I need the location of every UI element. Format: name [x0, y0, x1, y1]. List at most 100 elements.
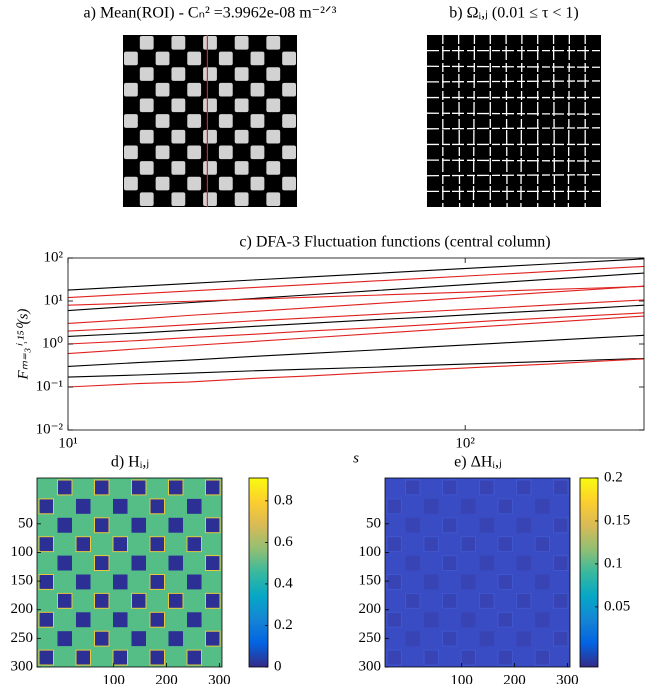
image-square [139, 161, 154, 175]
series-line [68, 285, 644, 325]
image-square [203, 129, 217, 144]
image-square [187, 51, 202, 66]
y-tick-label: 10⁰ [42, 335, 63, 351]
heatmap-cell [553, 479, 569, 496]
colorbar-tick-label: 0.15 [604, 512, 630, 528]
colorbar [248, 477, 269, 668]
heatmap-cell [553, 592, 569, 609]
heatmap-cell [535, 574, 550, 590]
edge-line [457, 34, 461, 208]
series-line [68, 265, 644, 299]
heatmap-cell [186, 536, 202, 553]
heatmap-cell [553, 517, 569, 534]
x-tick-label: 10¹ [58, 435, 78, 451]
heatmap-cell [94, 479, 110, 496]
heatmap-cell [113, 612, 128, 628]
y-tick-label: 10¹ [44, 292, 64, 308]
image-square [234, 129, 249, 144]
heatmap-cell [516, 517, 531, 533]
image-background [427, 35, 601, 207]
heatmap-cell [112, 649, 128, 666]
panel-title: c) DFA-3 Fluctuation functions (central … [239, 234, 550, 251]
heatmap-cell [168, 517, 183, 533]
colorbar-tick-label: 0.2 [274, 617, 293, 633]
image-square [250, 114, 265, 128]
image-square [139, 67, 154, 81]
image-square [124, 82, 138, 97]
heatmap-cell [76, 498, 91, 514]
x-tick-label: 10² [455, 435, 475, 451]
y-tick-label: 200 [11, 601, 34, 617]
series-line [68, 285, 644, 306]
edge-line [520, 34, 523, 208]
heatmap-cell [168, 555, 183, 571]
heatmap-cell [423, 649, 439, 666]
heatmap-cell [38, 536, 54, 553]
heatmap-cell [57, 631, 72, 647]
edge-line [426, 127, 602, 130]
colorbar-tick-label: 0.6 [274, 534, 293, 550]
image-square [266, 161, 281, 175]
heatmap-cell [168, 479, 184, 496]
x-tick-label: 200 [155, 672, 178, 684]
heatmap-cell [149, 498, 165, 515]
image-square [234, 192, 249, 206]
heatmap-cell [76, 574, 91, 590]
heatmap-image [385, 478, 570, 667]
heatmap-cell [386, 649, 402, 666]
image-square [187, 82, 202, 97]
plot-background [68, 258, 644, 430]
y-tick-label: 50 [366, 515, 381, 531]
image-panel [123, 35, 297, 207]
heatmap-cell [205, 630, 221, 647]
image-square [155, 176, 170, 191]
heatmap-cell [386, 498, 402, 515]
heatmap-cell [94, 630, 110, 647]
image-square [155, 145, 170, 160]
y-tick-label: 100 [11, 544, 34, 560]
y-tick-label: 150 [359, 573, 382, 589]
panel-title: e) ΔHᵢ,ⱼ [454, 454, 502, 471]
heatmap-cell [442, 479, 458, 496]
heatmap-cell [112, 536, 128, 553]
heatmap-cell [38, 611, 54, 628]
plot-frame [67, 257, 645, 431]
y-tick-label: 100 [359, 544, 382, 560]
heatmap-cell [497, 649, 513, 666]
heatmap-cell [516, 631, 531, 647]
edge-line [426, 65, 602, 68]
image-square [250, 176, 265, 191]
x-tick-label: 100 [102, 672, 125, 684]
heatmap-cell [461, 612, 476, 628]
heatmap-cell [131, 592, 147, 609]
image-square [203, 161, 217, 175]
heatmap-cell [57, 517, 72, 533]
series-line [68, 258, 644, 291]
image-square [218, 82, 233, 97]
y-tick-label: 50 [18, 515, 33, 531]
image-panel [426, 34, 602, 208]
heatmap-cell [461, 498, 476, 514]
heatmap-cell [187, 574, 202, 590]
heatmap-cell [405, 631, 420, 647]
plot-frame [36, 477, 223, 668]
heatmap-cell [442, 630, 458, 647]
image-square [250, 51, 265, 66]
image-square [234, 36, 249, 50]
edge-line [552, 34, 556, 208]
image-square [203, 36, 217, 50]
heatmap-cell [497, 536, 513, 553]
image-square [282, 51, 296, 66]
y-tick-label: 250 [11, 630, 34, 646]
edge-line [426, 159, 602, 162]
heatmap-cell [205, 479, 221, 496]
image-square [139, 36, 154, 50]
colorbar-tick-label: 0.2 [604, 469, 623, 485]
panel-title: b) Ωᵢ,ⱼ (0.01 ≤ τ < 1) [449, 5, 579, 22]
image-square [234, 98, 249, 113]
heatmap-cell [94, 592, 110, 609]
series-line [68, 315, 644, 355]
image-square [139, 129, 154, 144]
heatmap-cell [131, 479, 147, 496]
heatmap-cell [131, 555, 146, 571]
